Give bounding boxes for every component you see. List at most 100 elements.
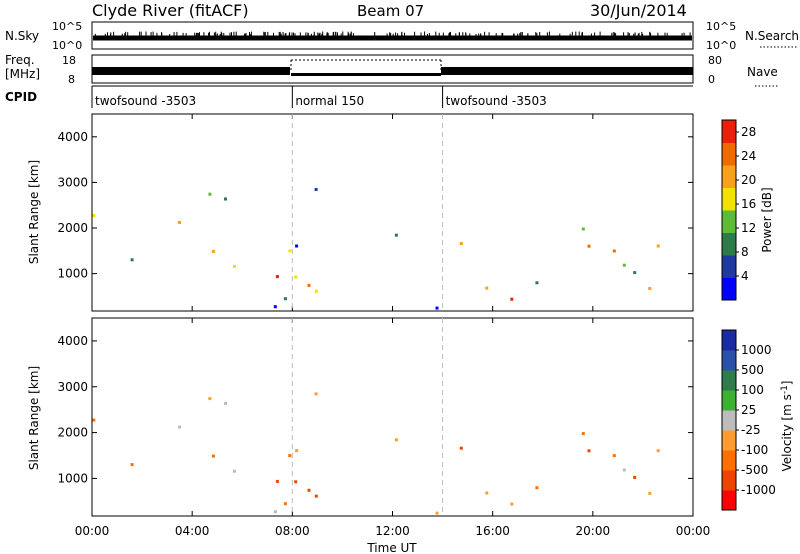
power-cell bbox=[459, 242, 463, 245]
power-cell bbox=[294, 275, 298, 279]
sky-noise-mark bbox=[683, 32, 685, 38]
sky-noise-mark bbox=[285, 33, 287, 37]
sky-noise-mark bbox=[352, 33, 354, 37]
freq-right-tick-bottom: 0 bbox=[708, 73, 715, 86]
velocity-cell bbox=[233, 469, 236, 473]
sky-noise-mark bbox=[194, 32, 196, 38]
velocity-colorbar-frame bbox=[721, 329, 737, 511]
sky-noise-mark bbox=[220, 31, 222, 39]
sky-noise-mark bbox=[455, 33, 457, 37]
velocity-colorbar-tick-label: 25 bbox=[741, 403, 756, 417]
power-colorbar-swatch bbox=[722, 277, 736, 301]
sky-noise-mark bbox=[502, 33, 504, 38]
sky-noise-mark bbox=[318, 33, 320, 37]
x-tick-label: 00:00 bbox=[676, 524, 711, 538]
sky-noise-mark bbox=[442, 32, 444, 38]
beam-title: Beam 07 bbox=[357, 2, 424, 20]
sky-noise-mark bbox=[208, 32, 210, 38]
velocity-cell bbox=[283, 502, 287, 506]
sky-noise-mark bbox=[390, 32, 392, 38]
velocity-colorbar-swatch bbox=[722, 410, 736, 431]
power-cell bbox=[208, 192, 212, 196]
sky-noise-mark bbox=[250, 31, 252, 39]
sky-noise-mark bbox=[681, 33, 683, 37]
sky-noise-mark bbox=[581, 32, 583, 38]
velocity-colorbar-swatch bbox=[722, 390, 736, 411]
sky-noise-mark bbox=[107, 32, 108, 38]
sky-noise-mark bbox=[613, 32, 615, 38]
power-cell bbox=[224, 197, 227, 201]
velocity-panel-frame bbox=[91, 317, 694, 517]
sky-noise-mark bbox=[548, 31, 550, 39]
sky-noise-mark bbox=[438, 32, 440, 38]
sky-noise-mark bbox=[310, 33, 312, 37]
velocity-cell bbox=[295, 449, 299, 453]
power-colorbar-label: Power [dB] bbox=[760, 187, 774, 252]
sky-noise-mark bbox=[125, 31, 127, 39]
sky-noise-mark bbox=[599, 31, 601, 39]
sky-noise-mark bbox=[539, 32, 541, 39]
sky-noise-mark bbox=[278, 32, 280, 38]
sky-noise-mark bbox=[196, 32, 198, 38]
sky-noise-mark bbox=[288, 33, 290, 37]
sky-noise-mark bbox=[575, 31, 577, 39]
sky-noise-mark bbox=[231, 32, 232, 38]
velocity-y-tick-label: 3000 bbox=[57, 380, 88, 394]
sky-noise-mark bbox=[420, 32, 422, 38]
power-cell bbox=[612, 249, 616, 253]
sky-noise-mark bbox=[386, 33, 388, 37]
velocity-colorbar-swatch bbox=[722, 430, 736, 451]
sky-left-label: N.Sky bbox=[5, 29, 39, 43]
sky-noise-mark bbox=[249, 32, 250, 39]
sky-noise-mark bbox=[401, 32, 403, 38]
sky-noise-mark bbox=[535, 32, 537, 38]
power-cell bbox=[314, 188, 318, 191]
sky-noise-mark bbox=[521, 32, 523, 38]
sky-noise-mark bbox=[615, 33, 617, 37]
sky-noise-mark bbox=[614, 32, 616, 38]
sky-noise-mark bbox=[374, 32, 376, 38]
sky-noise-mark bbox=[611, 33, 613, 37]
power-cell bbox=[435, 306, 439, 310]
nave-right-label: Nave bbox=[747, 65, 778, 79]
velocity-cell bbox=[612, 454, 616, 458]
power-cell bbox=[485, 286, 489, 290]
velocity-colorbar-label-exp: -1 bbox=[780, 385, 790, 394]
power-cell bbox=[288, 249, 292, 253]
velocity-cells bbox=[92, 392, 660, 515]
sky-noise-mark bbox=[590, 33, 592, 37]
sky-left-tick-top: 10^5 bbox=[52, 20, 82, 33]
velocity-cell bbox=[307, 488, 311, 492]
power-panel: 1000 2000 3000 4000 Slant Range [km] bbox=[27, 113, 694, 312]
velocity-cell bbox=[314, 494, 318, 498]
sky-noise-mark bbox=[628, 33, 630, 37]
sky-noise-mark bbox=[250, 34, 252, 36]
power-colorbar-swatch bbox=[722, 187, 736, 211]
velocity-y-tick-label: 1000 bbox=[57, 471, 88, 485]
sky-noise-mark bbox=[293, 32, 294, 38]
sky-noise-mark bbox=[216, 33, 218, 37]
x-axis-label: Time UT bbox=[366, 541, 417, 554]
sky-noise-mark bbox=[664, 32, 666, 38]
sky-noise-mark bbox=[243, 33, 245, 37]
sky-noise-mark bbox=[110, 32, 112, 38]
velocity-cell bbox=[130, 463, 134, 467]
sky-noise-mark bbox=[282, 32, 284, 38]
power-cell bbox=[581, 227, 585, 231]
power-cell bbox=[273, 305, 277, 309]
sky-noise-mark bbox=[245, 33, 247, 37]
velocity-y-axis-label: Slant Range [km] bbox=[27, 366, 41, 470]
x-tick-label: 12:00 bbox=[375, 524, 410, 538]
velocity-colorbar-tick-label: -25 bbox=[741, 423, 761, 437]
sky-noise-mark bbox=[389, 32, 391, 38]
sky-noise-mark bbox=[350, 33, 352, 37]
sky-noise-mark bbox=[215, 33, 217, 37]
sky-noise-mark bbox=[299, 32, 301, 38]
sky-noise-mark bbox=[519, 33, 521, 37]
sky-noise-mark bbox=[484, 31, 486, 39]
velocity-cell bbox=[435, 511, 439, 515]
power-y-tick-label: 3000 bbox=[57, 175, 88, 189]
velocity-y-tick-label: 2000 bbox=[57, 426, 88, 440]
sky-noise-mark bbox=[113, 31, 115, 39]
cpid-segment-label: twofsound -3503 bbox=[446, 94, 547, 108]
